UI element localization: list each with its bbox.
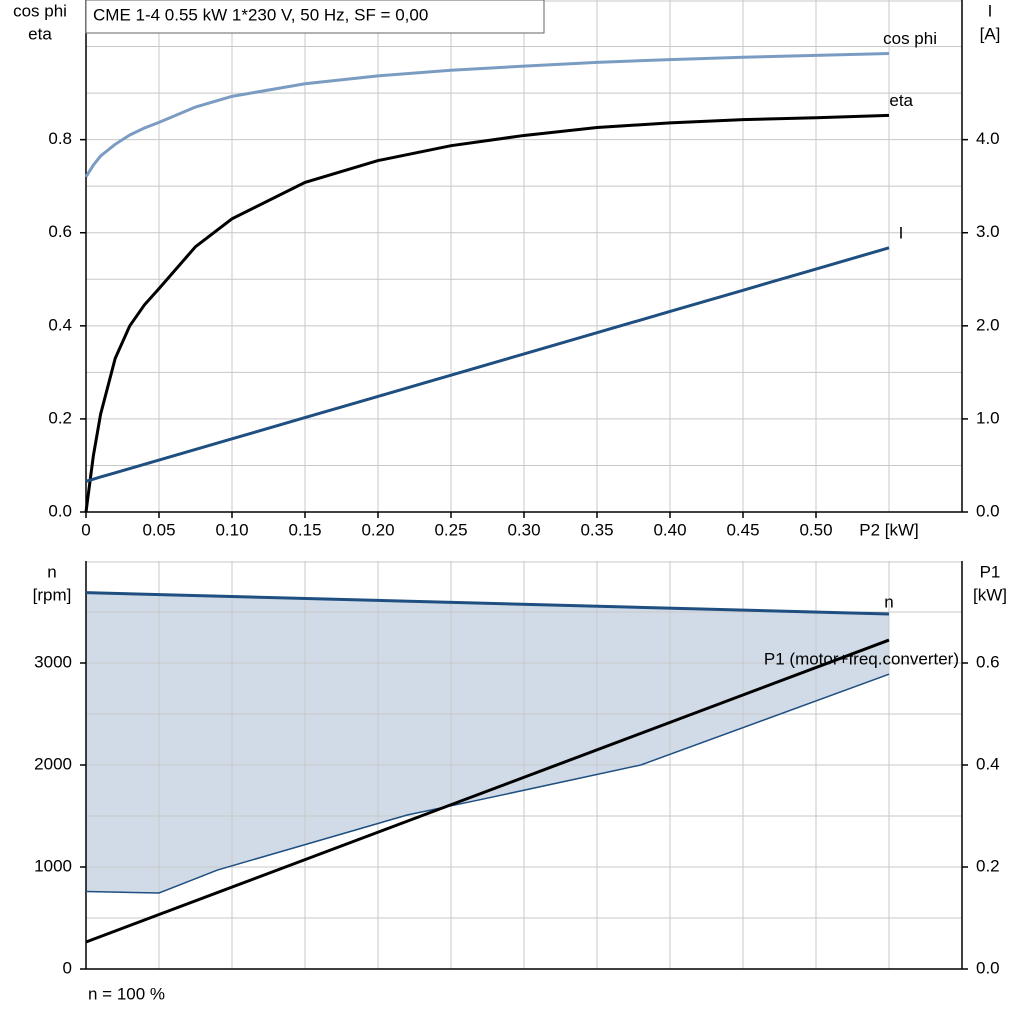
y-tick-label: 0 <box>63 958 72 977</box>
x-tick-label: 0.45 <box>726 520 759 539</box>
y2-axis-label: P1 <box>980 562 1001 581</box>
y2-axis-label: [A] <box>980 24 1001 43</box>
series-line <box>84 113 890 513</box>
x-tick-label: 0.20 <box>361 520 394 539</box>
series-label: cos phi <box>883 29 937 48</box>
series-label: I <box>899 223 904 242</box>
x-tick-label: 0.05 <box>142 520 175 539</box>
y-tick-label: 1000 <box>34 856 72 875</box>
x-tick-label: 0 <box>81 520 90 539</box>
y2-tick-label: 0.0 <box>976 501 1000 520</box>
range-area <box>86 592 889 894</box>
y-axis-label: eta <box>28 24 52 43</box>
x-tick-label: 0.40 <box>653 520 686 539</box>
y-tick-label: 0.2 <box>48 408 72 427</box>
y2-axis-label: I <box>988 1 993 20</box>
chart-title: CME 1-4 0.55 kW 1*230 V, 50 Hz, SF = 0,0… <box>93 5 428 24</box>
y2-tick-label: 0.4 <box>976 754 1000 773</box>
y-tick-label: 0.0 <box>48 501 72 520</box>
x-tick-label: 0.50 <box>799 520 832 539</box>
series-line <box>85 591 890 616</box>
y2-tick-label: 0.6 <box>976 652 1000 671</box>
y2-axis-label: [kW] <box>973 585 1007 604</box>
y2-tick-label: 4.0 <box>976 129 1000 148</box>
series-line <box>85 246 890 483</box>
x-tick-label: 0.25 <box>434 520 467 539</box>
x-tick-label: 0.35 <box>580 520 613 539</box>
y-axis-label: [rpm] <box>33 585 72 604</box>
x-axis-label: P2 [kW] <box>859 520 919 539</box>
y2-tick-label: 0.0 <box>976 958 1000 977</box>
y2-tick-label: 2.0 <box>976 315 1000 334</box>
y-axis-label: cos phi <box>13 1 67 20</box>
y-tick-label: 0.8 <box>48 129 72 148</box>
series-label: eta <box>889 91 913 110</box>
y-tick-label: 2000 <box>34 754 72 773</box>
footnote: n = 100 % <box>88 984 165 1003</box>
y-tick-label: 0.4 <box>48 315 72 334</box>
y-axis-label: n <box>47 562 56 581</box>
y2-tick-label: 0.2 <box>976 856 1000 875</box>
series-label: P1 (motor+freq.converter) <box>764 650 959 669</box>
series-line <box>85 638 890 944</box>
title-box <box>85 0 545 34</box>
x-tick-label: 0.30 <box>507 520 540 539</box>
series-line <box>84 52 890 178</box>
x-tick-label: 0.15 <box>288 520 321 539</box>
series-line <box>85 673 890 894</box>
y-tick-label: 0.6 <box>48 222 72 241</box>
series-label: n <box>884 593 893 612</box>
y2-tick-label: 3.0 <box>976 222 1000 241</box>
x-tick-label: 0.10 <box>215 520 248 539</box>
y-tick-label: 3000 <box>34 652 72 671</box>
y2-tick-label: 1.0 <box>976 408 1000 427</box>
